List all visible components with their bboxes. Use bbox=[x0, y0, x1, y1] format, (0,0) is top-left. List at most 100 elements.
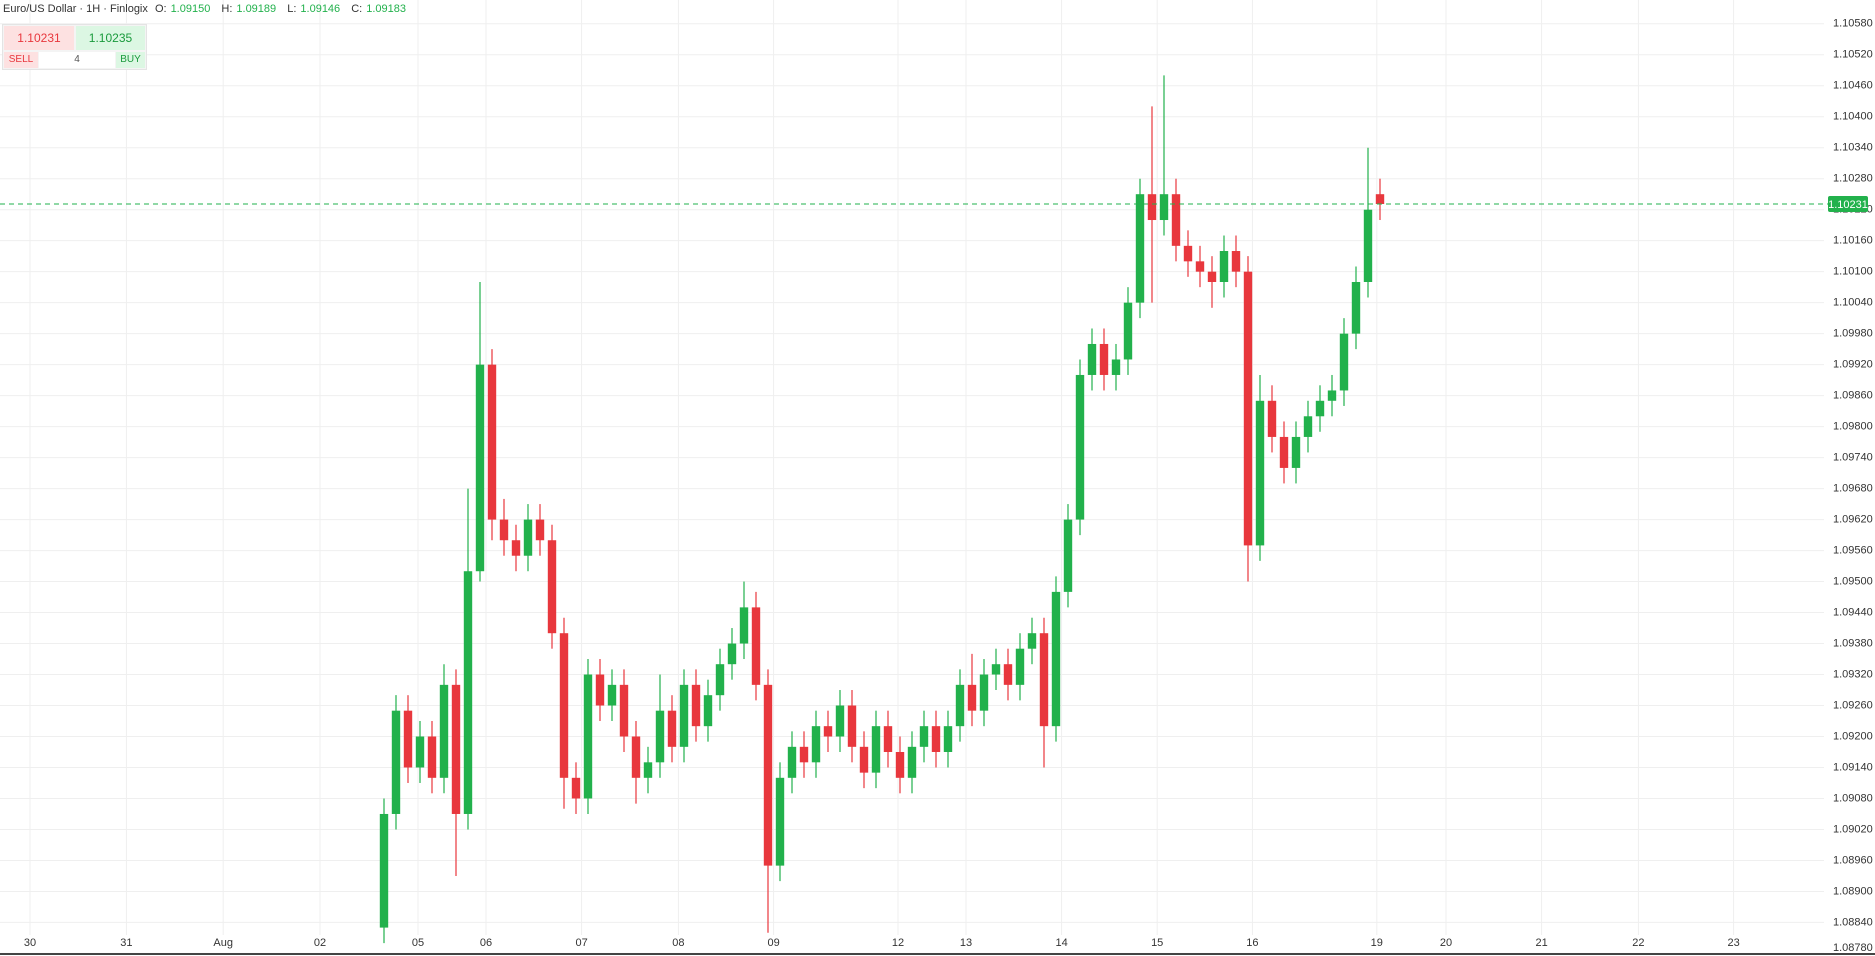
buy-price[interactable]: 1.10235 bbox=[76, 26, 145, 50]
y-tick-label: 1.08900 bbox=[1833, 885, 1873, 897]
y-tick-label: 1.08960 bbox=[1833, 854, 1873, 866]
candle-body bbox=[535, 519, 545, 541]
candle-body bbox=[1147, 194, 1157, 221]
x-tick-label: 09 bbox=[767, 937, 779, 949]
candle-body bbox=[619, 684, 629, 737]
candle-body bbox=[1099, 343, 1109, 375]
header: Euro/US Dollar · 1H · Finlogix O: 1.09150… bbox=[3, 3, 414, 15]
ohlc-value: 1.09189 bbox=[236, 3, 277, 15]
y-tick-label: 1.10100 bbox=[1833, 266, 1873, 278]
y-tick-label: 1.09440 bbox=[1833, 606, 1873, 618]
candle-body bbox=[1135, 194, 1145, 303]
candle-body bbox=[1315, 400, 1325, 417]
candle-body bbox=[1171, 194, 1181, 246]
candle-body bbox=[919, 726, 929, 747]
ohlc-label: L: bbox=[287, 3, 297, 15]
candle-body bbox=[739, 607, 749, 644]
y-tick-label: 1.10400 bbox=[1833, 111, 1873, 123]
candle-body bbox=[751, 607, 761, 685]
candle-body bbox=[595, 674, 605, 706]
candle-body bbox=[1003, 664, 1013, 685]
candle-body bbox=[715, 664, 725, 696]
candle-body bbox=[703, 695, 713, 727]
y-tick-label: 1.09080 bbox=[1833, 792, 1873, 804]
candle-body bbox=[487, 364, 497, 520]
candle-body bbox=[1291, 436, 1301, 468]
candle-body bbox=[499, 519, 509, 541]
ohlc-value: 1.09183 bbox=[366, 3, 406, 15]
candle-body bbox=[511, 540, 521, 556]
quantity-input[interactable]: 4 bbox=[39, 52, 115, 68]
y-tick-label: 1.08780 bbox=[1833, 942, 1873, 954]
y-tick-label: 1.09620 bbox=[1833, 513, 1873, 525]
buy-button[interactable]: BUY bbox=[116, 52, 145, 68]
x-tick-label: 14 bbox=[1055, 937, 1067, 949]
candle-body bbox=[1039, 633, 1049, 727]
y-tick-label: 1.09380 bbox=[1833, 637, 1873, 649]
candle-body bbox=[463, 571, 473, 814]
y-tick-label: 1.09980 bbox=[1833, 328, 1873, 340]
candle-body bbox=[427, 736, 437, 778]
candle-body bbox=[691, 684, 701, 727]
candle-body bbox=[1303, 416, 1313, 437]
candle-body bbox=[787, 746, 797, 778]
candle-body bbox=[955, 684, 965, 727]
candle-body bbox=[895, 751, 905, 778]
candle-body bbox=[727, 643, 737, 665]
y-tick-label: 1.10340 bbox=[1833, 142, 1873, 154]
candle-body bbox=[871, 726, 881, 773]
y-tick-label: 1.09260 bbox=[1833, 699, 1873, 711]
candle-body bbox=[1075, 374, 1085, 520]
candle-body bbox=[847, 705, 857, 747]
sell-price[interactable]: 1.10231 bbox=[4, 26, 74, 50]
candle-body bbox=[811, 726, 821, 763]
candle-body bbox=[1051, 591, 1061, 727]
x-tick-label: 22 bbox=[1632, 937, 1644, 949]
y-tick-label: 1.09800 bbox=[1833, 421, 1873, 433]
candle-body bbox=[1183, 245, 1193, 262]
y-tick-label: 1.09500 bbox=[1833, 575, 1873, 587]
ohlc-label: C: bbox=[351, 3, 363, 15]
candle-body bbox=[1015, 648, 1025, 685]
y-tick-label: 1.10460 bbox=[1833, 80, 1873, 92]
x-tick-label: 08 bbox=[672, 937, 684, 949]
candle-body bbox=[1255, 400, 1265, 546]
candle-body bbox=[883, 726, 893, 752]
y-tick-label: 1.10280 bbox=[1833, 173, 1873, 185]
candle-body bbox=[799, 746, 809, 763]
candle-body bbox=[931, 726, 941, 752]
x-tick-label: 21 bbox=[1535, 937, 1547, 949]
candle-body bbox=[1207, 271, 1217, 282]
candle-body bbox=[655, 710, 665, 763]
x-tick-label: 05 bbox=[412, 937, 424, 949]
x-tick-label: 31 bbox=[120, 937, 132, 949]
x-tick-label: 02 bbox=[314, 937, 326, 949]
y-tick-label: 1.09200 bbox=[1833, 730, 1873, 742]
y-tick-label: 1.10160 bbox=[1833, 235, 1873, 247]
candle-body bbox=[1027, 633, 1037, 649]
candle-body bbox=[451, 684, 461, 814]
candle-body bbox=[859, 746, 869, 773]
y-tick-label: 1.09920 bbox=[1833, 359, 1873, 371]
x-tick-label: 30 bbox=[24, 937, 36, 949]
candle-body bbox=[763, 684, 773, 866]
candle-body bbox=[1159, 194, 1169, 221]
candle-body bbox=[403, 710, 413, 768]
candle-body bbox=[1195, 261, 1205, 272]
ohlc-value: 1.09150 bbox=[170, 3, 211, 15]
candle-body bbox=[439, 684, 449, 778]
candle-body bbox=[1363, 209, 1373, 282]
candle-body bbox=[559, 633, 569, 778]
candle-body bbox=[1063, 519, 1073, 592]
candle-body bbox=[823, 726, 833, 737]
x-tick-label: 23 bbox=[1727, 937, 1739, 949]
candle-body bbox=[643, 762, 653, 778]
candle-body bbox=[475, 364, 485, 572]
candle-body bbox=[1111, 359, 1121, 375]
sell-button[interactable]: SELL bbox=[4, 52, 38, 68]
candle-body bbox=[991, 664, 1001, 675]
candle-body bbox=[1087, 343, 1097, 375]
y-tick-label: 1.08840 bbox=[1833, 916, 1873, 928]
candle-body bbox=[775, 777, 785, 866]
